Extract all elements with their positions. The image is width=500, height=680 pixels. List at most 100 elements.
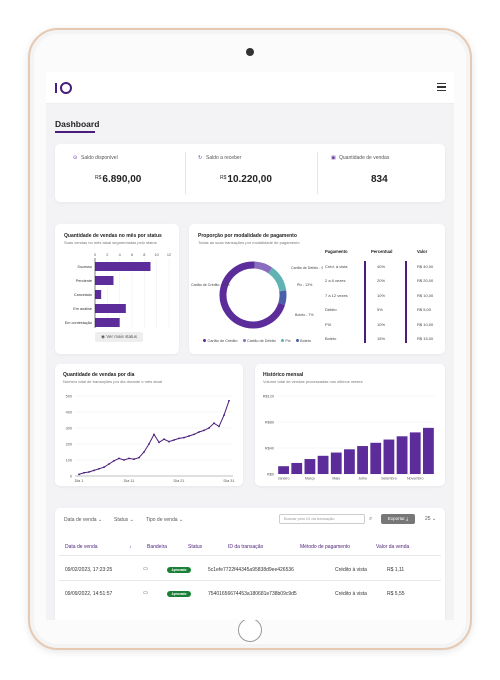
- data-point: [198, 431, 200, 433]
- y-tick-label: R$40: [265, 446, 274, 450]
- monthly-bar: [304, 459, 316, 474]
- data-point: [218, 425, 220, 428]
- filter-status[interactable]: Status ⌄: [114, 517, 134, 523]
- transactions-card: Data de venda ⌄ Status ⌄ Tipo de venda ⌄…: [55, 508, 445, 620]
- card-subtitle: Número total de transações por dia duran…: [63, 379, 162, 384]
- logo-icon[interactable]: [54, 80, 74, 96]
- donut-slice: [254, 261, 273, 274]
- card-title: Proporção por modalidade de pagamento: [198, 233, 297, 239]
- data-point: [208, 427, 210, 429]
- payment-cell: 10%: [377, 292, 386, 298]
- monthly-bar: [357, 446, 368, 474]
- export-button[interactable]: Exportar ⤓: [381, 514, 415, 524]
- page-title: Dashboard: [55, 119, 100, 129]
- camera: [246, 48, 254, 56]
- home-button[interactable]: [238, 618, 262, 642]
- cell-value: R$ 1,11: [387, 567, 405, 573]
- data-point: [153, 433, 155, 436]
- status-chart-card: Quantidade de vendas no mês por status S…: [55, 224, 179, 354]
- data-point: [113, 459, 115, 462]
- search-input[interactable]: Buscar pelo ID da transação: [279, 514, 365, 524]
- title-underline: [55, 131, 95, 133]
- donut-slice: [219, 261, 285, 329]
- payment-cell: R$ 40,00: [417, 264, 434, 269]
- payment-cell: 5%: [377, 307, 383, 313]
- column-header[interactable]: Bandeira: [147, 544, 168, 550]
- data-point: [173, 439, 175, 441]
- data-point: [148, 443, 150, 445]
- y-tick-label: 200: [66, 442, 72, 446]
- data-point: [78, 473, 80, 476]
- see-more-status-button[interactable]: ◉ Ver mais status: [95, 332, 143, 342]
- stat-label: ⊙ Saldo disponível: [73, 155, 118, 161]
- data-point: [188, 435, 190, 437]
- search-icon[interactable]: ⌕: [369, 516, 373, 522]
- refresh-icon: ↻: [198, 155, 203, 161]
- cell-value: R$ 5,55: [387, 591, 405, 597]
- y-tick-label: R$0: [267, 472, 274, 476]
- monthly-bar: [383, 439, 395, 474]
- cart-icon: ▣: [331, 155, 336, 161]
- x-tick-label: Janeiro: [278, 477, 290, 481]
- data-point: [128, 457, 130, 460]
- chevron-down-icon: ⌄: [129, 517, 134, 523]
- data-point: [123, 459, 125, 461]
- x-tick-label: 10: [155, 253, 159, 257]
- data-point: [178, 437, 180, 440]
- legend-item: Cartão de Crédito: [203, 339, 237, 343]
- x-tick-label: Setembro: [381, 477, 397, 481]
- screen: Dashboard ⊙ Saldo disponível R$6.890,00 ↻…: [46, 72, 454, 620]
- x-tick-label: Novembro: [407, 477, 424, 481]
- credit-card-icon: ▭: [143, 590, 148, 596]
- payment-cell: R$ 10,00: [417, 321, 434, 327]
- column-header[interactable]: Data de venda: [65, 544, 98, 550]
- column-header[interactable]: Método de pagamento: [300, 544, 351, 550]
- data-point: [168, 440, 170, 443]
- daily-line-chart: 0 100 200 300 400 500 Dia 1 Dia 11 Dia 21 Dia 31: [66, 394, 235, 483]
- monthly-bar: [330, 452, 342, 474]
- slice-annotation: Cartão de Débito - 9%: [291, 266, 323, 270]
- payment-cell: 15%: [377, 336, 386, 341]
- card-subtitle: Volume total de vendas processadas nos ú…: [263, 379, 363, 384]
- data-point: [143, 451, 145, 453]
- monthly-bar: [317, 455, 329, 474]
- status-bar: [95, 304, 126, 313]
- credit-card-icon: ▭: [143, 566, 148, 572]
- filter-sale-type[interactable]: Tipo de venda ⌄: [146, 517, 184, 523]
- divider: [185, 152, 186, 194]
- monthly-bar: [396, 436, 408, 474]
- sort-icon[interactable]: ↓: [129, 544, 132, 550]
- x-tick-label: Dia 11: [124, 479, 135, 483]
- legend-item: Boleto: [295, 339, 311, 343]
- status-badge: Aprovado: [167, 591, 191, 597]
- payment-cell: 7 a 12 vezes: [325, 292, 348, 298]
- data-point: [163, 438, 165, 441]
- hamburger-menu-icon[interactable]: [437, 83, 446, 91]
- payment-cell: Débito: [325, 307, 337, 313]
- payment-row: PIX 10% R$ 10,00: [325, 322, 443, 336]
- column-header[interactable]: Status: [188, 544, 203, 550]
- column-header[interactable]: ID da transação: [228, 544, 264, 550]
- donut-legend: Cartão de Crédito Cartão de Débito Pix B…: [203, 339, 315, 343]
- monthly-bar: [291, 462, 303, 474]
- table-header: Pagamento: [325, 249, 348, 254]
- per-page-select[interactable]: 25 ⌄: [425, 516, 437, 522]
- y-tick-label: 100: [66, 458, 72, 462]
- column-header[interactable]: Valor da venda: [376, 544, 410, 550]
- x-tick-label: 6: [131, 253, 133, 257]
- payment-cell: Boleto: [325, 336, 337, 341]
- cell-transaction-id: 5c1efe7722f44345a95838d9ee426536: [208, 567, 294, 573]
- filter-sale-date[interactable]: Data de venda ⌄: [64, 517, 103, 523]
- payment-row: Boleto 15% R$ 15,00: [325, 336, 443, 350]
- stat-value: R$10.220,00: [220, 174, 272, 185]
- payment-row: Créd. à vista 40% R$ 40,00: [325, 264, 443, 278]
- status-bar: [95, 318, 120, 327]
- data-point: [83, 471, 85, 474]
- table-header: Percentual: [371, 249, 393, 254]
- card-title: Quantidade de vendas no mês por status: [64, 233, 162, 239]
- stat-value: R$6.890,00: [95, 174, 142, 185]
- cell-date: 09/09/2022, 14:51:57: [65, 591, 113, 597]
- slice-annotation: Cartão de Crédito - 71%: [191, 283, 231, 287]
- data-point: [223, 414, 225, 417]
- data-point: [213, 422, 215, 425]
